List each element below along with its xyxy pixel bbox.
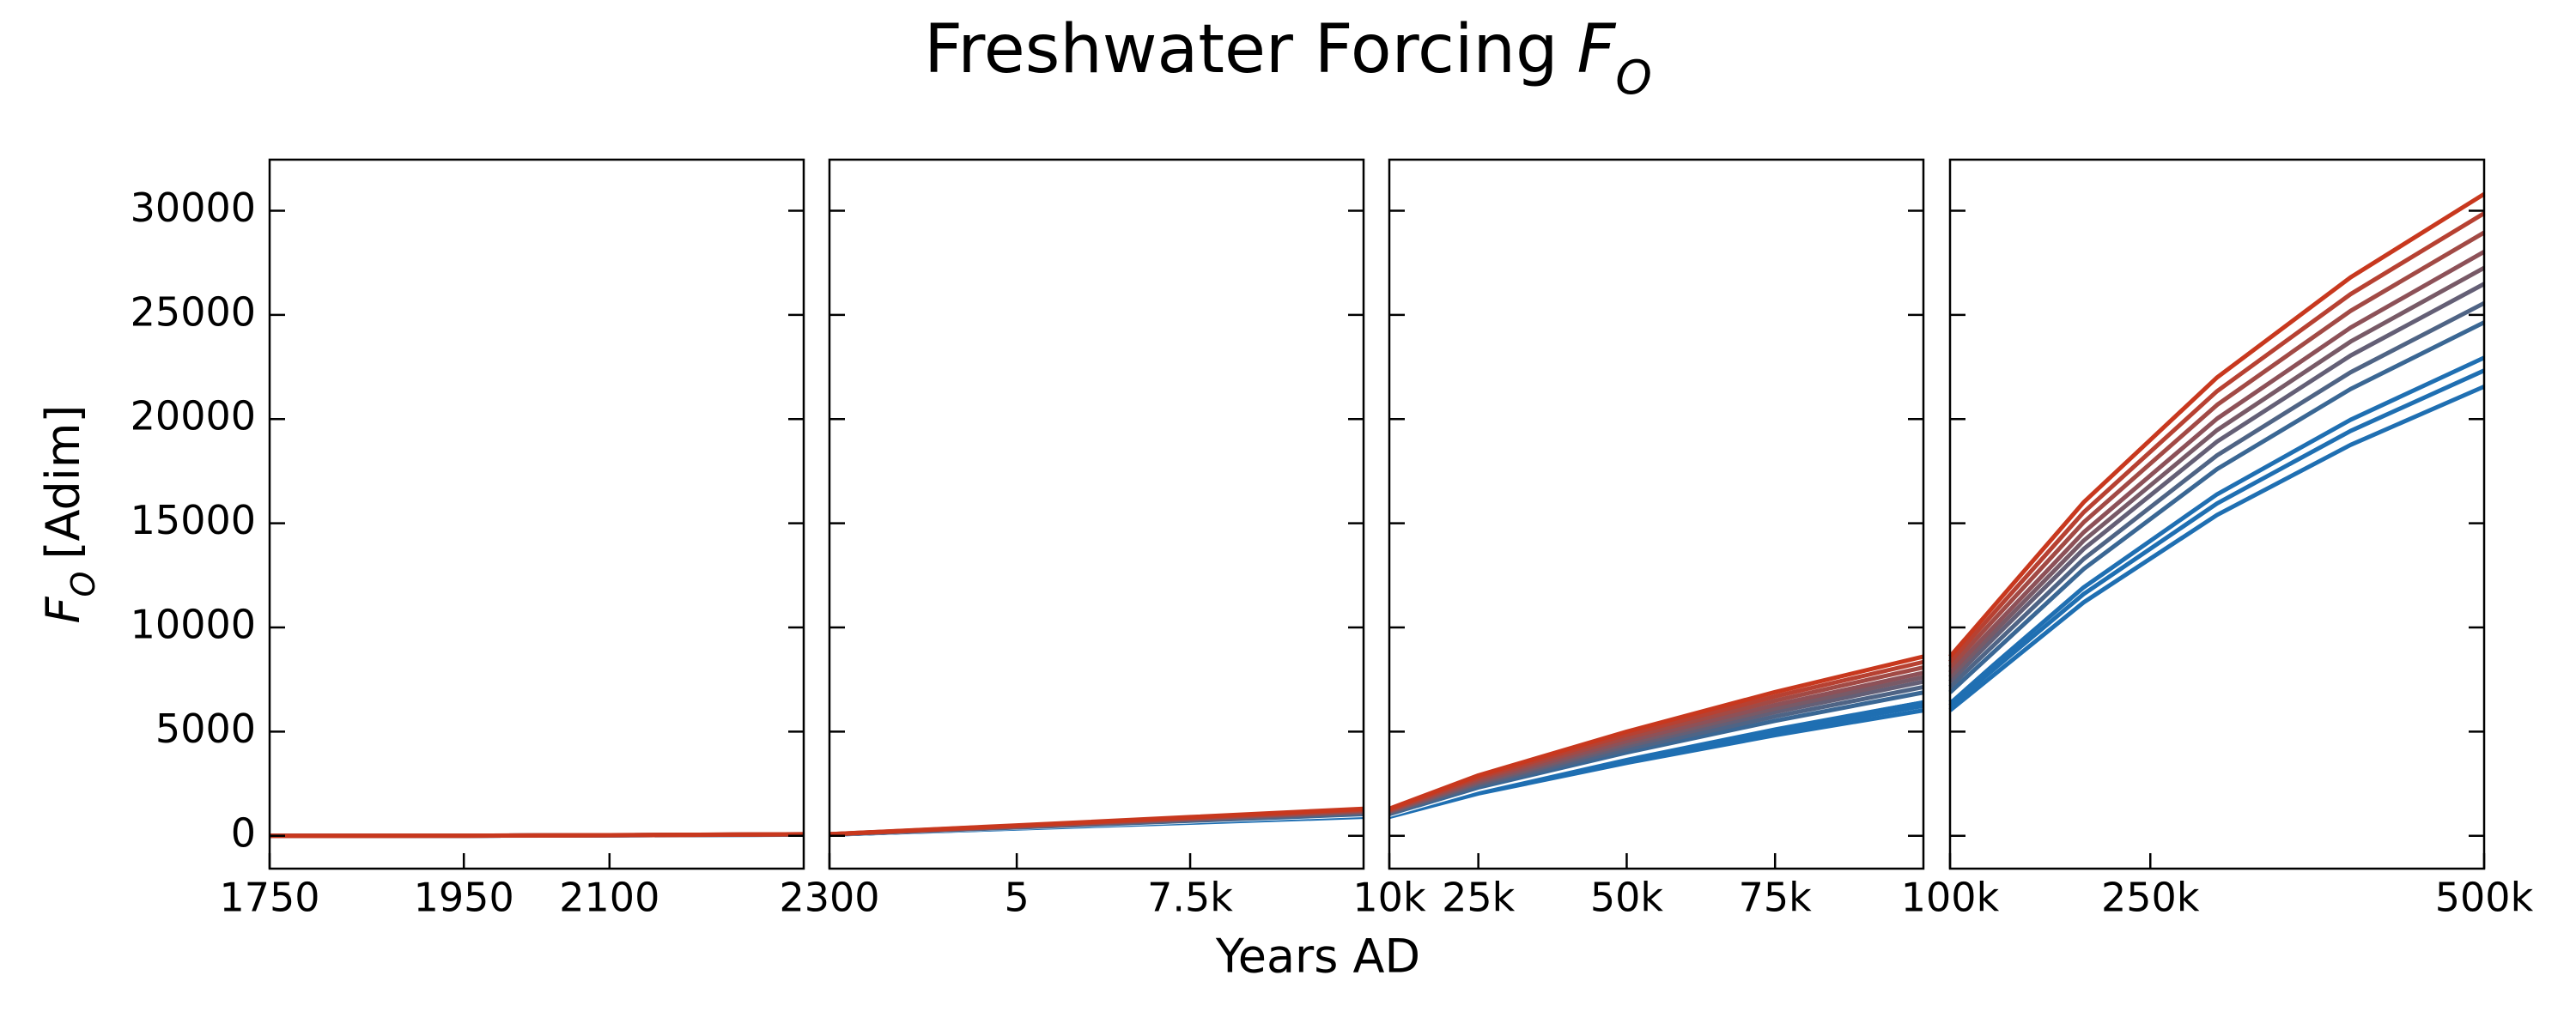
title-text: Freshwater Forcing bbox=[924, 11, 1558, 88]
y-axis-label: FO [Adim] bbox=[36, 405, 102, 624]
title-symbol: F bbox=[1577, 11, 1616, 88]
axes-frame bbox=[1948, 158, 2486, 870]
x-tick-label: 250k bbox=[2101, 875, 2200, 921]
ylabel-symbol: F bbox=[36, 597, 90, 624]
series-line bbox=[1948, 339, 2486, 700]
axes-frame bbox=[268, 158, 805, 870]
x-tick-label: 2100 bbox=[559, 875, 659, 921]
series-line bbox=[1948, 250, 2486, 675]
y-tick-label: 0 bbox=[231, 809, 256, 856]
title-subscript: O bbox=[1615, 51, 1652, 105]
series-line bbox=[1948, 385, 2486, 712]
y-tick-label: 10000 bbox=[131, 602, 256, 648]
x-tick-label: 75k bbox=[1739, 875, 1813, 921]
x-tick-label: 2300 bbox=[779, 875, 879, 921]
axes-frame bbox=[828, 158, 1365, 870]
x-tick-label: 10k bbox=[1352, 875, 1426, 921]
series-line bbox=[1948, 211, 2486, 663]
x-tick-label: 1950 bbox=[414, 875, 514, 921]
series-line bbox=[1388, 654, 1924, 811]
series-line bbox=[1948, 282, 2486, 683]
x-axis-label: Years AD bbox=[1215, 930, 1420, 984]
y-tick-label: 30000 bbox=[131, 185, 256, 231]
series-line bbox=[1948, 320, 2486, 694]
axes-frame bbox=[1388, 158, 1925, 870]
x-tick-label: 7.5k bbox=[1147, 875, 1233, 921]
series-line bbox=[1948, 191, 2486, 658]
chart-title: Freshwater Forcing FO bbox=[924, 11, 1652, 105]
series-line bbox=[1948, 368, 2486, 708]
x-tick-label: 1750 bbox=[219, 875, 319, 921]
series-line bbox=[829, 806, 1364, 837]
y-tick-label: 5000 bbox=[155, 706, 256, 752]
x-tick-label: 50k bbox=[1590, 875, 1664, 921]
y-tick-label: 15000 bbox=[131, 497, 256, 543]
series-line bbox=[1948, 230, 2486, 670]
series-line bbox=[1948, 355, 2486, 705]
ylabel-subscript: O bbox=[64, 572, 102, 597]
y-tick-label: 20000 bbox=[131, 393, 256, 439]
series-line bbox=[1948, 300, 2486, 689]
series-line bbox=[269, 832, 805, 839]
x-tick-label: 100k bbox=[1901, 875, 2000, 921]
x-tick-label: 25k bbox=[1442, 875, 1516, 921]
y-tick-label: 25000 bbox=[131, 288, 256, 335]
x-tick-label: 500k bbox=[2435, 875, 2534, 921]
x-tick-label: 5 bbox=[1004, 875, 1029, 921]
ylabel-text: [Adim] bbox=[36, 405, 90, 560]
series-line bbox=[1948, 265, 2486, 679]
